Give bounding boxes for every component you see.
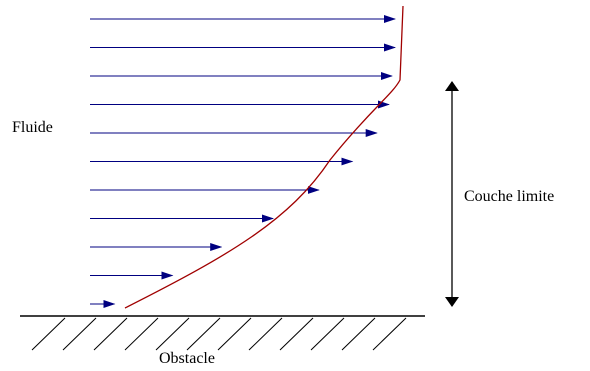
wall-hatch-line xyxy=(248,317,283,351)
wall-hatching xyxy=(31,317,407,351)
obstacle-label: Obstacle xyxy=(159,350,215,367)
wall-hatch-line xyxy=(93,317,128,351)
wall-hatch-line xyxy=(372,317,407,351)
boundary-layer-label: Couche limite xyxy=(464,188,554,205)
wall-hatch-line xyxy=(186,317,221,351)
wall-hatch-line xyxy=(155,317,190,351)
wall-hatch-line xyxy=(217,317,252,351)
wall-hatch-line xyxy=(124,317,159,351)
velocity-profile-curve xyxy=(124,5,404,309)
wall-hatch-line xyxy=(341,317,376,351)
wall-hatch-line xyxy=(31,317,66,351)
wall-hatch-line xyxy=(279,317,314,351)
fluid-label: Fluide xyxy=(12,119,53,136)
wall-hatch-line xyxy=(62,317,97,351)
wall-hatch-line xyxy=(310,317,345,351)
velocity-arrows xyxy=(90,15,396,308)
